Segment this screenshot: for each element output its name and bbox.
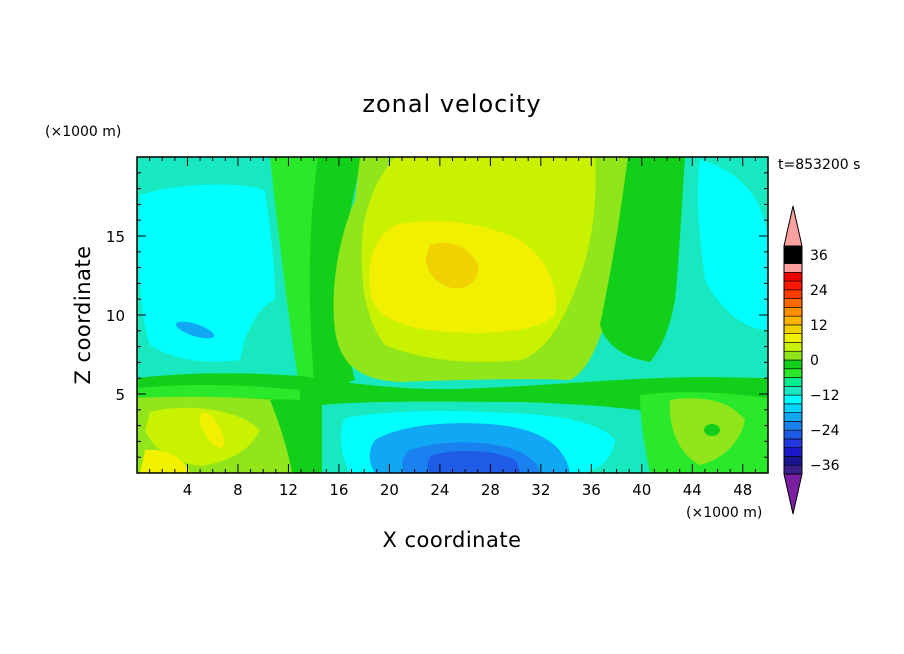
colorbar-swatch bbox=[783, 298, 803, 308]
colorbar-swatch bbox=[783, 377, 803, 387]
field-dark-band-right bbox=[600, 157, 685, 362]
colorbar-tick-label: −36 bbox=[810, 458, 840, 474]
colorbar-swatch bbox=[783, 280, 803, 291]
x-unit-label: (×1000 m) bbox=[686, 505, 762, 521]
colorbar-tick-label: −24 bbox=[810, 423, 840, 439]
field-left-min bbox=[175, 321, 215, 339]
colorbar-swatch bbox=[783, 394, 803, 405]
colorbar-swatch bbox=[783, 403, 803, 413]
field-lower-left-corner bbox=[140, 449, 190, 473]
y-tick-label: 5 bbox=[115, 386, 125, 404]
contour-field bbox=[137, 157, 768, 473]
x-tick-label: 44 bbox=[683, 481, 702, 499]
field-mid-band-inner bbox=[137, 384, 300, 400]
colorbar-extend-high bbox=[783, 205, 803, 247]
colorbar-extend-low bbox=[783, 473, 803, 515]
colorbar-swatch bbox=[783, 447, 803, 457]
colorbar-swatch bbox=[783, 386, 803, 396]
x-tick-label: 28 bbox=[481, 481, 500, 499]
colorbar-swatch bbox=[783, 333, 803, 343]
colorbar-tick-label: 12 bbox=[810, 318, 828, 334]
x-axis: 4 8 12 16 20 24 28 32 36 40 44 48 bbox=[149, 157, 756, 499]
colorbar-swatch bbox=[783, 350, 803, 361]
y-tick-label: 10 bbox=[106, 307, 125, 325]
x-tick-label: 4 bbox=[183, 481, 193, 499]
colorbar-swatch bbox=[783, 368, 803, 378]
x-tick-label: 16 bbox=[329, 481, 348, 499]
y-tick-label: 15 bbox=[106, 228, 125, 246]
colorbar-swatch bbox=[783, 289, 803, 299]
colorbar-tick-label: 0 bbox=[810, 353, 819, 369]
x-tick-label: 12 bbox=[279, 481, 298, 499]
colorbar-swatch bbox=[783, 263, 803, 273]
field-lower-left-spot bbox=[199, 412, 225, 448]
time-label: t=853200 s bbox=[778, 157, 860, 173]
field-right-cyan bbox=[697, 160, 768, 330]
field-orange-core bbox=[425, 242, 479, 289]
colorbar-swatch bbox=[783, 245, 803, 256]
colorbar-swatch bbox=[783, 359, 803, 370]
colorbar-swatch bbox=[783, 342, 803, 352]
field-lower-left-yellow bbox=[145, 407, 260, 466]
colorbar-swatch bbox=[783, 307, 803, 317]
colorbar-frame bbox=[783, 245, 803, 475]
colorbar-swatch bbox=[783, 438, 803, 448]
x-tick-label: 32 bbox=[531, 481, 550, 499]
colorbar-tick-label: 36 bbox=[810, 248, 828, 264]
x-tick-label: 36 bbox=[582, 481, 601, 499]
y-axis: 5 10 15 bbox=[106, 172, 768, 458]
x-tick-label: 40 bbox=[632, 481, 651, 499]
colorbar: 36 24 12 0 −12 −24 −36 bbox=[783, 205, 840, 515]
colorbar-swatch bbox=[783, 429, 803, 440]
colorbar-swatch bbox=[783, 324, 803, 334]
x-tick-label: 24 bbox=[430, 481, 449, 499]
chart-title: zonal velocity bbox=[362, 90, 541, 118]
field-lower-darkblue bbox=[427, 450, 520, 473]
colorbar-tick-label: −12 bbox=[810, 388, 840, 404]
colorbar-swatch bbox=[783, 456, 803, 466]
x-tick-label: 8 bbox=[233, 481, 243, 499]
colorbar-swatch bbox=[783, 412, 803, 422]
x-tick-label: 20 bbox=[380, 481, 399, 499]
colorbar-tick-label: 24 bbox=[810, 283, 828, 299]
colorbar-swatch bbox=[783, 464, 803, 475]
colorbar-swatch bbox=[783, 254, 803, 264]
colorbar-swatch bbox=[783, 272, 803, 282]
field-lower-right-spot bbox=[704, 424, 720, 436]
field-lower-column bbox=[270, 400, 325, 473]
y-unit-label: (×1000 m) bbox=[45, 124, 121, 140]
x-tick-label: 48 bbox=[733, 481, 752, 499]
y-axis-title: Z coordinate bbox=[71, 245, 95, 384]
field-left-cyan bbox=[138, 184, 275, 362]
x-axis-title: X coordinate bbox=[382, 528, 521, 552]
colorbar-swatch bbox=[783, 315, 803, 326]
colorbar-swatch bbox=[783, 421, 803, 431]
